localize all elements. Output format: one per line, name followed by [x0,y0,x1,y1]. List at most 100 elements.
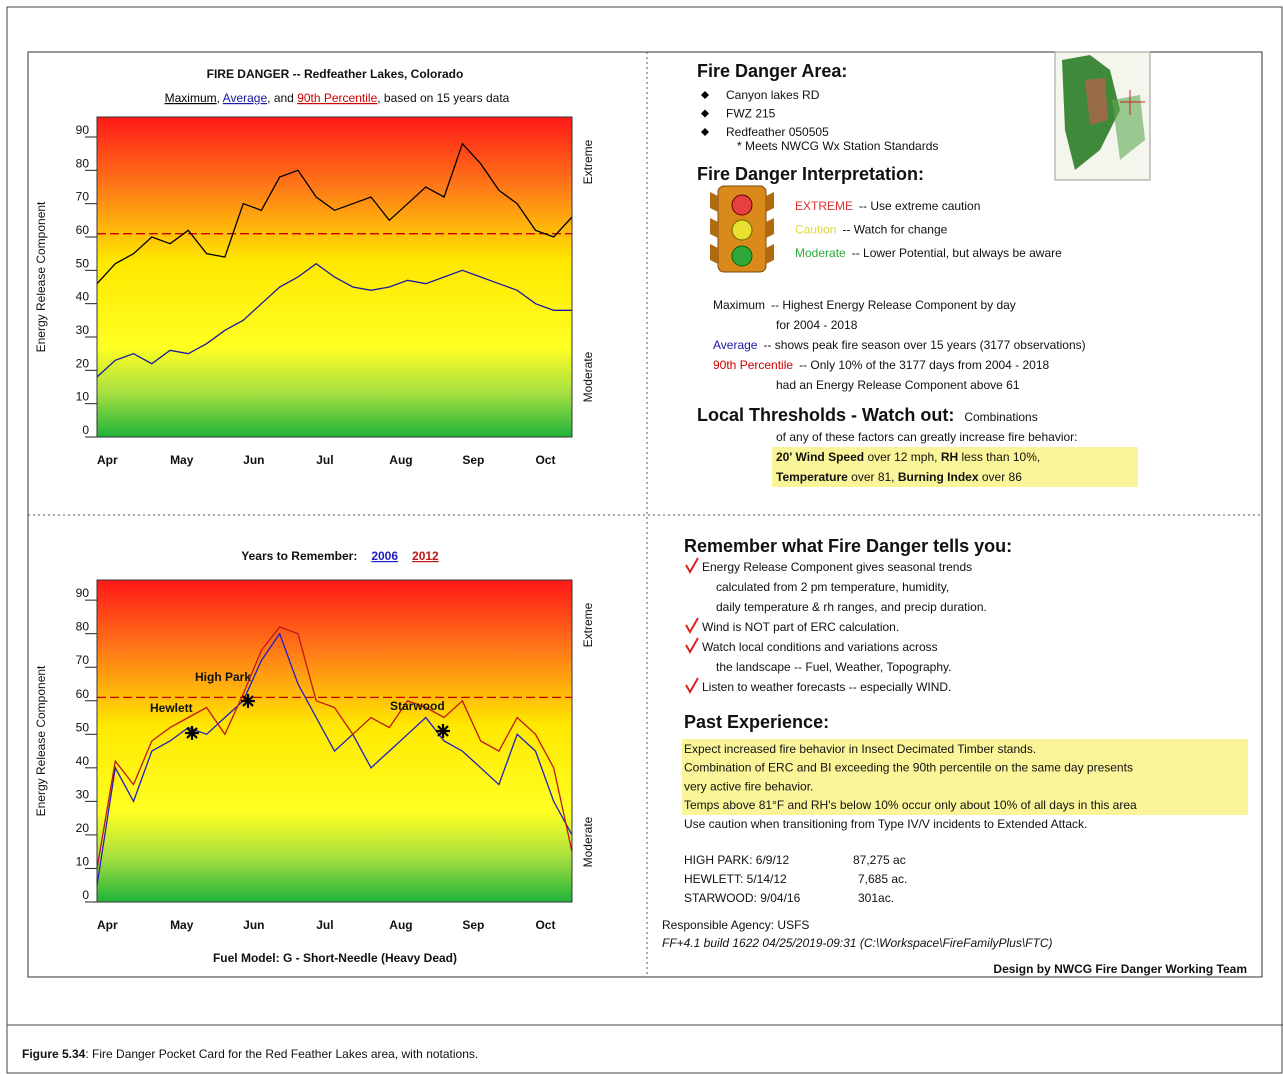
level-text: -- Use extreme caution [859,199,980,213]
check-mark [686,638,698,652]
section-heading: Past Experience: [684,712,829,732]
fire-size: 7,685 ac. [858,872,907,886]
definition-text: for 2004 - 2018 [776,318,858,332]
legend-entry: 2012 [412,549,439,563]
threshold-segment: Burning Index [895,470,979,484]
y-tick-label: 10 [76,390,90,404]
caption-text: : Fire Danger Pocket Card for the Red Fe… [85,1047,478,1061]
side-label: Moderate [581,351,595,402]
x-tick-label: Jun [243,918,264,932]
y-tick-label: 30 [76,323,90,337]
remember-text: Watch local conditions and variations ac… [702,640,938,654]
legend-entry: Maximum [165,91,217,105]
y-tick-label: 40 [76,754,90,768]
figure: 0102030405060708090AprMayJunJulAugSepOct… [0,0,1283,1074]
level-label: Moderate [795,246,846,260]
y-tick-label: 70 [76,190,90,204]
level-label: Caution [795,223,836,237]
definition-line: Average -- shows peak fire season over 15… [713,338,1086,352]
agency: Responsible Agency: USFS [662,918,809,932]
threshold-segment: over 86 [979,470,1023,484]
y-tick-label: 50 [76,256,90,270]
y-axis-label: Energy Release Component [34,665,48,816]
level-text: -- Watch for change [842,223,947,237]
subtitle-text: , and [267,91,297,105]
threshold-segment: Temperature [776,470,848,484]
threshold-segment: 20' Wind Speed [776,450,864,464]
legend-entry: 2006 [371,549,398,563]
fire-size: 87,275 ac [853,853,906,867]
y-tick-label: 60 [76,687,90,701]
level-line: EXTREME-- Use extreme caution [795,199,980,213]
x-tick-label: Apr [97,918,118,932]
chart-title: Years to Remember: 2006 2012 [241,549,439,563]
x-tick-label: Apr [97,453,118,467]
definition-line: Maximum -- Highest Energy Release Compone… [713,298,1016,312]
x-tick-label: Jul [316,918,333,932]
check-mark [686,558,698,572]
chart-title-text: Years to Remember: [241,549,357,563]
x-tick-label: Oct [535,453,555,467]
side-label: Extreme [581,602,595,647]
y-tick-label: 90 [76,586,90,600]
page: {"chart_data": [ {"type": "line", "title… [0,0,1283,1074]
y-tick-label: 80 [76,620,90,634]
check-mark [686,618,698,632]
credit: Design by NWCG Fire Danger Working Team [993,962,1247,976]
event-annotation: Hewlett [150,701,193,715]
definition-text: -- Only 10% of the 3177 days from 2004 -… [799,358,1049,372]
y-tick-label: 40 [76,290,90,304]
threshold-line: 20' Wind Speed over 12 mph, RH less than… [776,450,1040,464]
y-tick-label: 60 [76,223,90,237]
traffic-light [710,186,774,272]
y-tick-label: 0 [82,888,89,902]
definition-term: Average [713,338,758,352]
legend-entry: 90th Percentile [297,91,377,105]
bullet [701,110,709,118]
fire-size: 301ac. [858,891,894,905]
x-tick-label: Jun [243,453,264,467]
section-heading: Local Thresholds - Watch out: [697,405,954,425]
chart-title: FIRE DANGER -- Redfeather Lakes, Colorad… [207,67,464,81]
section-heading-line: Local Thresholds - Watch out: Combination… [697,405,1038,425]
bullet [701,91,709,99]
area-item: FWZ 215 [726,107,776,121]
side-label: Moderate [581,816,595,867]
definition-text: -- Highest Energy Release Component by d… [771,298,1016,312]
definition-text: -- shows peak fire season over 15 years … [763,338,1085,352]
past-text: very active fire behavior. [684,779,813,793]
y-tick-label: 10 [76,854,90,868]
definition-text: had an Energy Release Component above 61 [776,378,1020,392]
y-tick-label: 30 [76,787,90,801]
x-tick-label: Jul [316,453,333,467]
caption: Figure 5.34: Fire Danger Pocket Card for… [22,1047,478,1061]
event-star [436,724,450,738]
level-text: -- Lower Potential, but always be aware [852,246,1062,260]
x-tick-label: May [170,918,194,932]
threshold-text: of any of these factors can greatly incr… [776,430,1078,444]
remember-text: Wind is NOT part of ERC calculation. [702,620,899,634]
definition-term: Maximum [713,298,765,312]
area-item: Canyon lakes RD [726,88,820,102]
area-map [1055,52,1150,180]
y-axis-label: Energy Release Component [34,201,48,352]
caption-label: Figure 5.34 [22,1047,86,1061]
subtitle-text: , based on 15 years data [377,91,509,105]
section-heading: Fire Danger Interpretation: [697,164,924,184]
event-annotation: Starwood [390,699,445,713]
fire-name: HEWLETT: 5/14/12 [684,872,787,886]
y-tick-label: 20 [76,821,90,835]
y-tick-label: 80 [76,156,90,170]
past-text: Combination of ERC and BI exceeding the … [684,761,1133,775]
section-heading: Remember what Fire Danger tells you: [684,536,1012,556]
event-star [185,726,199,740]
definition-term: 90th Percentile [713,358,793,372]
chart-footer: Fuel Model: G - Short-Needle (Heavy Dead… [213,951,457,965]
y-tick-label: 90 [76,123,90,137]
threshold-lead: Combinations [964,410,1037,424]
level-line: Caution -- Watch for change [795,223,948,237]
threshold-line: Temperature over 81, Burning Index over … [776,470,1022,484]
x-tick-label: Aug [389,453,412,467]
past-text: Temps above 81°F and RH's below 10% occu… [684,798,1137,812]
past-text: Expect increased fire behavior in Insect… [684,742,1036,756]
